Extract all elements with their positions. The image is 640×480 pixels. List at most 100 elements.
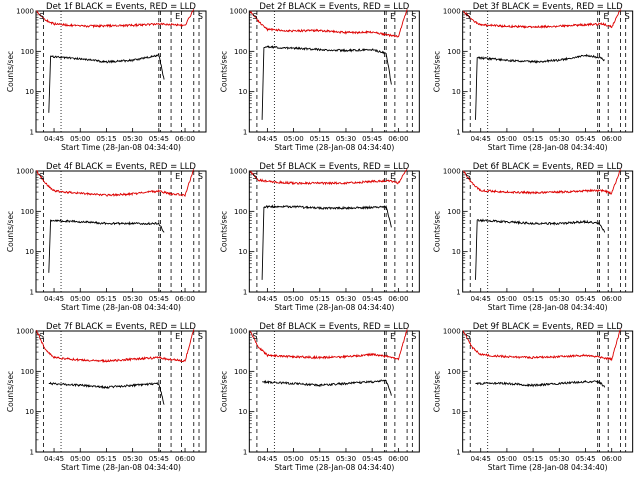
- x-tick-label: 05:15: [310, 295, 330, 303]
- x-tick-label: 05:00: [70, 455, 90, 463]
- x-axis-label: Start Time (28-Jan-08 04:34:40): [488, 463, 608, 472]
- x-tick-label: 06:00: [175, 295, 195, 303]
- segment-label: S: [39, 332, 44, 341]
- y-tick-label: 1: [456, 289, 460, 297]
- series-line-events: [475, 380, 606, 388]
- panel-title: Det 8f BLACK = Events, RED = LLD: [259, 322, 409, 332]
- y-axis-label: Counts/sec: [433, 371, 442, 412]
- x-axis-label: Start Time (28-Jan-08 04:34:40): [274, 463, 394, 472]
- segment-label: S: [411, 332, 416, 341]
- segment-label: E: [603, 172, 608, 181]
- x-tick-label: 04:45: [44, 135, 64, 143]
- panel-title: Det 9f BLACK = Events, RED = LLD: [473, 322, 623, 332]
- detector-panel-6: Det 6f BLACK = Events, RED = LLD 1 10 100 10…: [433, 162, 634, 312]
- x-tick-label: 04:45: [471, 295, 491, 303]
- series-line-events: [48, 53, 165, 113]
- plot-frame: [248, 330, 420, 453]
- x-tick-label: 05:15: [310, 455, 330, 463]
- y-tick-label: 10: [25, 248, 34, 256]
- y-tick-label: 100: [234, 208, 247, 216]
- x-tick-label: 05:15: [523, 295, 543, 303]
- x-tick-label: 06:00: [388, 455, 408, 463]
- x-tick-label: 04:45: [471, 455, 491, 463]
- series-line-events: [475, 218, 606, 280]
- y-tick-label: 100: [234, 368, 247, 376]
- x-tick-label: 05:45: [362, 455, 382, 463]
- panel-title: Det 3f BLACK = Events, RED = LLD: [473, 2, 623, 12]
- x-tick-label: 06:00: [388, 135, 408, 143]
- x-tick-label: 06:00: [388, 295, 408, 303]
- detector-panel-1: Det 1f BLACK = Events, RED = LLD 1 10 100 10…: [6, 2, 207, 152]
- detector-panel-5: Det 5f BLACK = Events, RED = LLD 1 10 100 10…: [219, 162, 420, 312]
- x-tick-label: 05:45: [362, 295, 382, 303]
- segment-label: E: [603, 12, 608, 21]
- series-line-lld: [462, 169, 621, 195]
- y-axis-label: Counts/sec: [219, 211, 228, 252]
- segment-label: S: [466, 172, 471, 181]
- series-line-events: [48, 218, 165, 273]
- y-tick-label: 1000: [443, 328, 461, 336]
- y-tick-label: 1: [243, 129, 247, 137]
- y-tick-label: 100: [21, 368, 34, 376]
- y-tick-label: 100: [21, 48, 34, 56]
- x-tick-label: 05:30: [123, 455, 143, 463]
- detector-panel-9: Det 9f BLACK = Events, RED = LLD 1 10 100 10…: [433, 322, 634, 472]
- x-tick-label: 04:45: [257, 295, 277, 303]
- segment-label: S: [252, 172, 257, 181]
- x-tick-label: 05:45: [149, 295, 169, 303]
- x-tick-label: 05:30: [549, 135, 569, 143]
- y-tick-label: 1: [30, 289, 34, 297]
- x-axis-label: Start Time (28-Jan-08 04:34:40): [488, 303, 608, 312]
- segment-label: S: [625, 332, 630, 341]
- x-tick-label: 04:45: [44, 295, 64, 303]
- y-tick-label: 100: [447, 208, 460, 216]
- x-tick-label: 05:15: [96, 135, 116, 143]
- x-tick-label: 05:30: [549, 295, 569, 303]
- series-line-lld: [249, 168, 408, 186]
- series-line-lld: [462, 9, 621, 29]
- x-tick-label: 05:00: [283, 295, 303, 303]
- y-tick-label: 100: [21, 208, 34, 216]
- segment-label: E: [390, 332, 395, 341]
- x-tick-label: 06:00: [602, 455, 622, 463]
- segment-label: S: [411, 172, 416, 181]
- series-line-lld: [462, 329, 621, 362]
- segment-label: E: [603, 332, 608, 341]
- detector-panel-3: Det 3f BLACK = Events, RED = LLD 1 10 100 10…: [433, 2, 634, 152]
- series-line-lld: [36, 9, 195, 29]
- detector-panel-7: Det 7f BLACK = Events, RED = LLD 1 10 100 10…: [6, 322, 207, 472]
- detector-panel-4: Det 4f BLACK = Events, RED = LLD 1 10 100 10…: [6, 162, 207, 312]
- plot-frame: [462, 170, 634, 293]
- x-tick-label: 04:45: [257, 455, 277, 463]
- y-axis-label: Counts/sec: [6, 211, 15, 252]
- x-tick-label: 05:00: [70, 295, 90, 303]
- y-tick-label: 10: [452, 248, 461, 256]
- segment-label: S: [625, 12, 630, 21]
- x-tick-label: 05:45: [362, 135, 382, 143]
- x-tick-label: 06:00: [602, 135, 622, 143]
- x-tick-label: 05:15: [96, 295, 116, 303]
- y-tick-label: 1000: [16, 168, 34, 176]
- series-line-lld: [249, 329, 408, 361]
- x-tick-label: 05:00: [497, 135, 517, 143]
- segment-label: E: [175, 332, 180, 341]
- x-axis-label: Start Time (28-Jan-08 04:34:40): [61, 303, 181, 312]
- y-tick-label: 1000: [230, 168, 248, 176]
- x-tick-label: 05:15: [523, 455, 543, 463]
- series-line-lld: [36, 329, 195, 364]
- y-tick-label: 10: [452, 408, 461, 416]
- x-tick-label: 05:00: [283, 455, 303, 463]
- plot-frame: [462, 330, 634, 453]
- panel-title: Det 5f BLACK = Events, RED = LLD: [259, 162, 409, 172]
- segment-label: S: [39, 12, 44, 21]
- panel-title: Det 2f BLACK = Events, RED = LLD: [259, 2, 409, 12]
- x-tick-label: 05:45: [149, 455, 169, 463]
- x-tick-label: 05:30: [123, 135, 143, 143]
- y-tick-label: 1000: [16, 328, 34, 336]
- x-axis-label: Start Time (28-Jan-08 04:34:40): [488, 143, 608, 152]
- series-line-lld: [36, 169, 195, 197]
- y-tick-label: 1000: [230, 8, 248, 16]
- series-line-events: [262, 379, 392, 396]
- x-tick-label: 05:00: [497, 295, 517, 303]
